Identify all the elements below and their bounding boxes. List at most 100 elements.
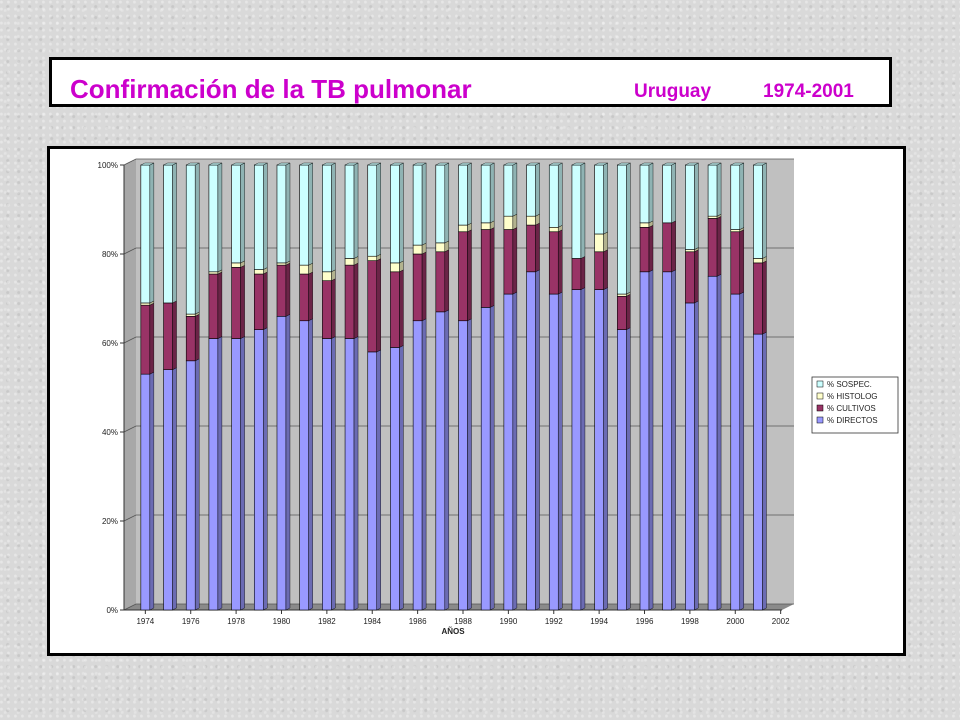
x-tick-label: 1974 <box>136 617 154 626</box>
bar-segment <box>140 304 151 375</box>
bar-segment <box>639 222 650 228</box>
y-tick-label: 0% <box>106 606 118 615</box>
bar-segment-side <box>444 162 450 244</box>
bar-segment-side <box>331 278 336 339</box>
bar-top <box>390 162 404 166</box>
bar-segment <box>231 267 241 339</box>
bar-segment <box>435 164 446 244</box>
bar-segment <box>231 338 241 611</box>
bar-segment <box>185 316 196 362</box>
bar-segment <box>435 242 446 253</box>
bar-segment <box>322 271 332 282</box>
x-tick-label: 1976 <box>182 617 200 626</box>
bar-segment <box>458 231 468 322</box>
legend-swatch <box>816 404 824 412</box>
bar-segment <box>685 249 695 253</box>
bar-segment <box>322 280 332 339</box>
bar-segment <box>140 373 151 611</box>
bar-segment-side <box>716 273 722 611</box>
chart-container: 0% 20% 40% 60% 80% 100% 1974 1976 1978 1980 1982 19… <box>47 146 906 656</box>
bar-segment-side <box>172 300 177 371</box>
x-tick-label: 1984 <box>363 617 381 626</box>
bar-segment-side <box>489 162 495 224</box>
bar-top <box>481 162 495 166</box>
bar-segment-side <box>285 313 291 611</box>
bar-segment <box>185 360 196 611</box>
bar-segment-side <box>308 318 313 611</box>
bar-segment <box>707 275 718 611</box>
bar-segment <box>344 338 355 611</box>
bar-segment <box>276 164 287 264</box>
bar-segment-side <box>195 313 200 362</box>
bar-segment-side <box>217 271 223 339</box>
bar-segment <box>412 320 423 611</box>
bar-segment-side <box>421 251 427 322</box>
bar-segment-side <box>467 162 472 226</box>
x-axis-label: AÑOS <box>441 627 465 636</box>
bar-segment-side <box>489 305 495 611</box>
bar-segment <box>526 164 536 217</box>
bar-segment-side <box>149 371 155 611</box>
bar-segment <box>390 164 400 264</box>
bar-segment <box>208 271 219 275</box>
bar-segment-side <box>489 227 495 308</box>
bar-segment-side <box>739 291 744 611</box>
bar-segment <box>503 215 514 230</box>
bar-segment <box>367 351 378 611</box>
bar-segment <box>367 255 378 261</box>
bar-segment-side <box>603 249 608 290</box>
bar-segment <box>503 293 514 611</box>
bar-segment-side <box>399 269 404 348</box>
bar-segment <box>276 316 287 611</box>
bar-segment-side <box>580 256 586 290</box>
y-tick-label: 80% <box>102 250 118 259</box>
bar-segment-side <box>716 162 722 217</box>
legend-swatch <box>816 380 824 388</box>
chart-title: Confirmación de la TB pulmonar <box>70 74 472 104</box>
bar-segment <box>548 231 559 295</box>
bar-segment-side <box>263 327 268 611</box>
bar-segment-side <box>671 220 676 273</box>
bar-top <box>208 162 223 166</box>
bar-segment <box>435 311 446 611</box>
gridline <box>123 158 794 166</box>
bar-segment <box>548 164 559 228</box>
x-tick-label: 2002 <box>772 617 790 626</box>
title-box: Confirmación de la TB pulmonar Uruguay 1… <box>49 57 892 107</box>
bar-segment-side <box>762 162 767 259</box>
legend-swatch <box>816 392 824 400</box>
bar-segment-side <box>353 262 359 339</box>
bar-segment <box>639 271 650 611</box>
bar-segment-side <box>603 287 608 611</box>
x-tick-label: 1988 <box>454 617 472 626</box>
bar-top <box>299 162 313 166</box>
bar-segment <box>594 289 604 611</box>
bar-segment <box>617 329 627 611</box>
bar-segment <box>299 273 309 322</box>
bar-segment-side <box>353 336 359 611</box>
bar-segment <box>662 271 673 611</box>
bar-segment-side <box>285 162 291 264</box>
bar-segment <box>163 302 173 370</box>
bar-top <box>231 162 245 166</box>
bar-segment <box>526 271 536 611</box>
bar-segment <box>412 244 423 255</box>
bar-segment-side <box>217 336 223 611</box>
bar-segment-side <box>512 162 518 217</box>
bar-segment <box>140 302 151 306</box>
bar-segment <box>503 164 514 217</box>
bar-segment <box>412 253 423 322</box>
bar-segment <box>163 164 173 304</box>
bar-top <box>685 162 699 166</box>
bar-segment-side <box>648 162 654 224</box>
bar-segment <box>390 271 400 348</box>
bar-segment <box>685 251 695 304</box>
bar-segment-side <box>195 358 200 611</box>
bar-segment-side <box>376 162 381 257</box>
bar-segment-side <box>240 265 245 339</box>
legend-label: % SOSPEC. <box>827 380 872 389</box>
bar-segment-side <box>195 162 200 315</box>
bar-segment-side <box>558 291 563 611</box>
bar-segment-side <box>444 249 450 313</box>
bar-segment-side <box>331 336 336 611</box>
